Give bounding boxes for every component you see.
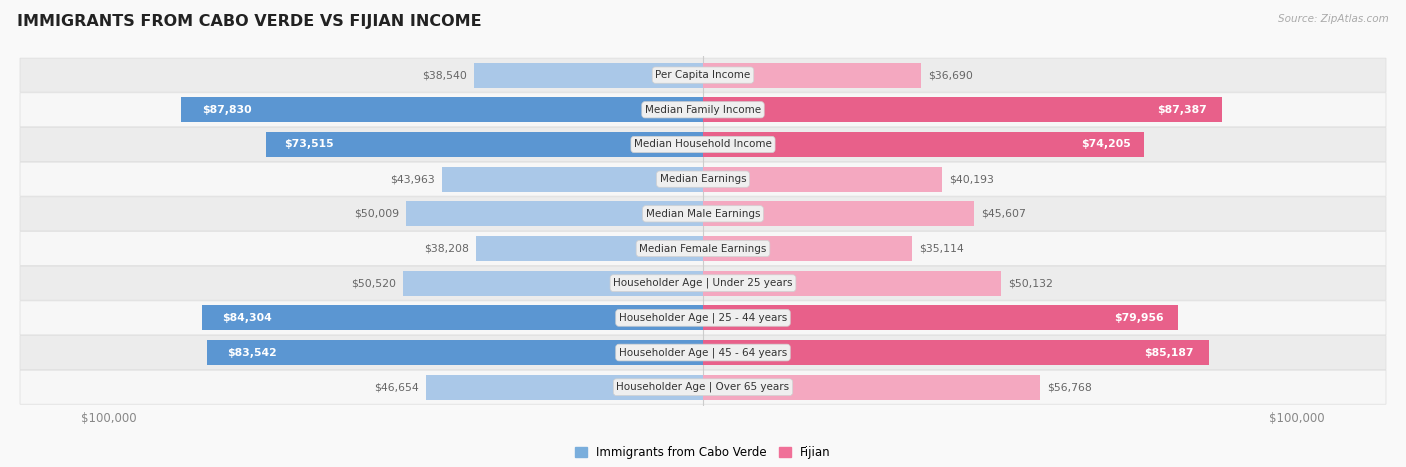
Text: Median Female Earnings: Median Female Earnings [640,243,766,254]
Text: $50,132: $50,132 [1008,278,1053,288]
FancyBboxPatch shape [20,93,1386,127]
Text: $43,963: $43,963 [389,174,434,184]
Text: Householder Age | Over 65 years: Householder Age | Over 65 years [616,382,790,392]
Bar [703,305,1178,330]
Text: Median Family Income: Median Family Income [645,105,761,115]
Text: $83,542: $83,542 [226,347,277,358]
Bar [406,201,703,226]
Bar [181,97,703,122]
Text: $56,768: $56,768 [1047,382,1092,392]
Text: Householder Age | 25 - 44 years: Householder Age | 25 - 44 years [619,312,787,323]
Bar [703,375,1040,400]
Bar [477,236,703,261]
Bar [703,236,911,261]
FancyBboxPatch shape [20,232,1386,266]
Bar [441,167,703,191]
Bar [266,132,703,157]
FancyBboxPatch shape [20,127,1386,162]
Bar [703,271,1001,296]
Text: $73,515: $73,515 [284,140,333,149]
FancyBboxPatch shape [20,370,1386,404]
Text: Householder Age | Under 25 years: Householder Age | Under 25 years [613,278,793,289]
Text: $38,208: $38,208 [425,243,470,254]
Text: Source: ZipAtlas.com: Source: ZipAtlas.com [1278,14,1389,24]
Text: $87,387: $87,387 [1157,105,1206,115]
Bar [703,340,1209,365]
FancyBboxPatch shape [20,58,1386,92]
Legend: Immigrants from Cabo Verde, Fijian: Immigrants from Cabo Verde, Fijian [571,441,835,463]
FancyBboxPatch shape [20,197,1386,231]
Text: $35,114: $35,114 [918,243,963,254]
Bar [202,305,703,330]
Text: Householder Age | 45 - 64 years: Householder Age | 45 - 64 years [619,347,787,358]
Text: $87,830: $87,830 [202,105,252,115]
FancyBboxPatch shape [20,336,1386,369]
Text: $84,304: $84,304 [222,313,273,323]
Text: IMMIGRANTS FROM CABO VERDE VS FIJIAN INCOME: IMMIGRANTS FROM CABO VERDE VS FIJIAN INC… [17,14,481,29]
Bar [474,63,703,88]
Bar [703,132,1143,157]
Text: $85,187: $85,187 [1144,347,1194,358]
Text: $50,009: $50,009 [354,209,399,219]
Text: Median Male Earnings: Median Male Earnings [645,209,761,219]
Text: $50,520: $50,520 [352,278,396,288]
Bar [426,375,703,400]
Bar [703,201,974,226]
FancyBboxPatch shape [20,162,1386,196]
Text: $40,193: $40,193 [949,174,994,184]
Text: Per Capita Income: Per Capita Income [655,70,751,80]
Text: $79,956: $79,956 [1114,313,1164,323]
Text: $36,690: $36,690 [928,70,973,80]
Text: $46,654: $46,654 [374,382,419,392]
Bar [703,97,1222,122]
Bar [207,340,703,365]
Bar [703,63,921,88]
Text: $74,205: $74,205 [1081,140,1130,149]
FancyBboxPatch shape [20,266,1386,300]
Bar [703,167,942,191]
Bar [404,271,703,296]
Text: $45,607: $45,607 [981,209,1026,219]
Text: $38,540: $38,540 [422,70,467,80]
FancyBboxPatch shape [20,301,1386,335]
Text: Median Household Income: Median Household Income [634,140,772,149]
Text: Median Earnings: Median Earnings [659,174,747,184]
